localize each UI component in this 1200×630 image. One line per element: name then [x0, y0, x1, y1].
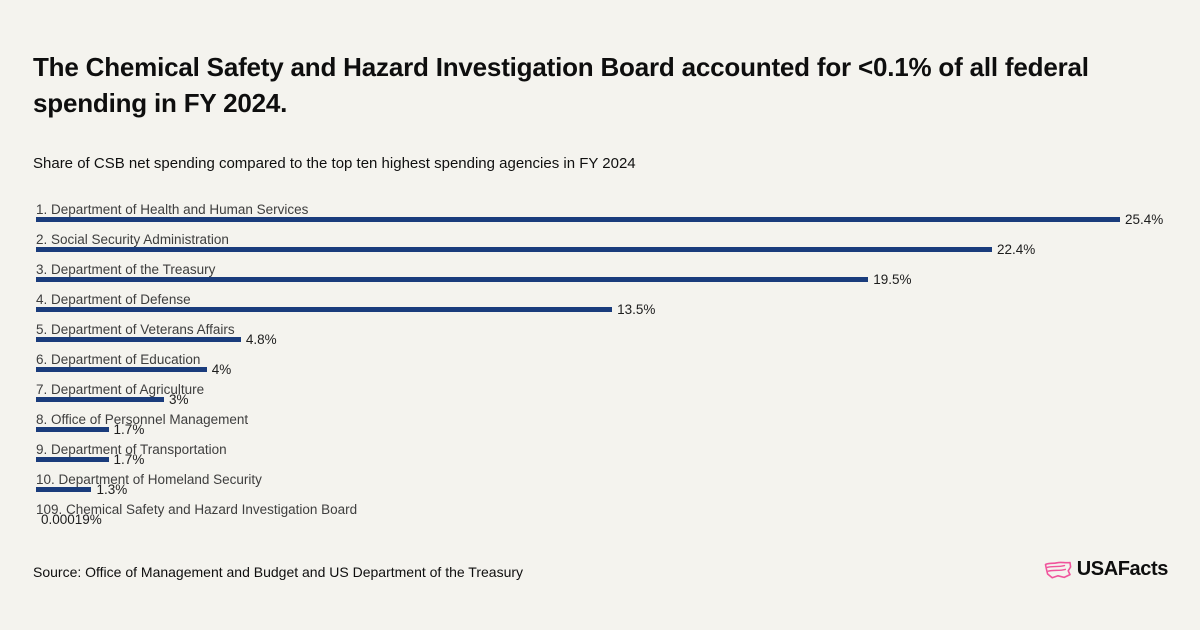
bar: [36, 367, 207, 372]
bar-row: 7. Department of Agriculture 3%: [36, 382, 1176, 412]
bar: [36, 457, 109, 462]
bar-value-label: 4%: [211, 361, 232, 377]
bar-track: 4.8%: [36, 332, 1176, 346]
bar-label: 10. Department of Homeland Security: [36, 472, 262, 487]
bar-row: 2. Social Security Administration 22.4%: [36, 232, 1176, 262]
bar-label: 1. Department of Health and Human Servic…: [36, 202, 309, 217]
bar-row: 3. Department of the Treasury 19.5%: [36, 262, 1176, 292]
bar-row: 9. Department of Transportation 1.7%: [36, 442, 1176, 472]
bar-value-label: 3%: [169, 391, 189, 407]
bar-label: 2. Social Security Administration: [36, 232, 229, 247]
bar-track: 25.4%: [36, 212, 1176, 226]
bar-label: 7. Department of Agriculture: [36, 382, 205, 397]
bar-track: 4%: [36, 362, 1176, 376]
bar: [36, 307, 613, 312]
bar-track: 0.00019%: [36, 512, 1176, 526]
bar-label: 5. Department of Veterans Affairs: [36, 322, 235, 337]
bar: [36, 277, 869, 282]
bar-value-label: 13.5%: [617, 301, 656, 317]
bar-value-label: 1.7%: [113, 451, 145, 467]
bar-track: 13.5%: [36, 302, 1176, 316]
bar: [36, 427, 109, 432]
bar: [36, 487, 92, 492]
bar-label: 9. Department of Transportation: [36, 442, 227, 457]
bar-row: 6. Department of Education 4%: [36, 352, 1176, 382]
bar-value-label: 1.7%: [113, 421, 145, 437]
bar-value-label: 1.3%: [96, 481, 128, 497]
bar-row: 109. Chemical Safety and Hazard Investig…: [36, 502, 1176, 532]
bar: [36, 397, 165, 402]
bar-track: 19.5%: [36, 272, 1176, 286]
bar-chart: 1. Department of Health and Human Servic…: [36, 202, 1176, 532]
bar-label: 8. Office of Personnel Management: [36, 412, 249, 427]
bar: [36, 337, 241, 342]
page-title: The Chemical Safety and Hazard Investiga…: [33, 52, 1089, 118]
usafacts-logo: USAFacts: [1044, 558, 1168, 581]
bar-row: 4. Department of Defense 13.5%: [36, 292, 1176, 322]
bar-row: 10. Department of Homeland Security 1.3%: [36, 472, 1176, 502]
bar-row: 8. Office of Personnel Management 1.7%: [36, 412, 1176, 442]
bar-value-label: 0.00019%: [41, 511, 102, 527]
bar-track: 1.7%: [36, 422, 1176, 436]
bar-label: 4. Department of Defense: [36, 292, 191, 307]
bar-label: 6. Department of Education: [36, 352, 201, 367]
bar-track: 22.4%: [36, 242, 1176, 256]
bar-row: 1. Department of Health and Human Servic…: [36, 202, 1176, 232]
bar-row: 5. Department of Veterans Affairs 4.8%: [36, 322, 1176, 352]
bar-label: 3. Department of the Treasury: [36, 262, 216, 277]
bar-value-label: 22.4%: [996, 241, 1036, 257]
usafacts-wordmark: USAFacts: [1076, 558, 1169, 580]
bar: [36, 247, 992, 252]
bar-value-label: 19.5%: [873, 271, 912, 287]
bar-track: 1.7%: [36, 452, 1176, 466]
bar-track: 3%: [36, 392, 1176, 406]
source-note: Source: Office of Management and Budget …: [33, 564, 524, 580]
bar-label: 109. Chemical Safety and Hazard Investig…: [36, 502, 358, 517]
bar-value-label: 25.4%: [1125, 211, 1164, 227]
bar: [36, 217, 1120, 222]
usa-map-outline-icon: [1044, 561, 1072, 579]
chart-subtitle: Share of CSB net spending compared to th…: [33, 155, 636, 172]
bar-track: 1.3%: [36, 482, 1176, 496]
bar-value-label: 4.8%: [245, 331, 277, 347]
